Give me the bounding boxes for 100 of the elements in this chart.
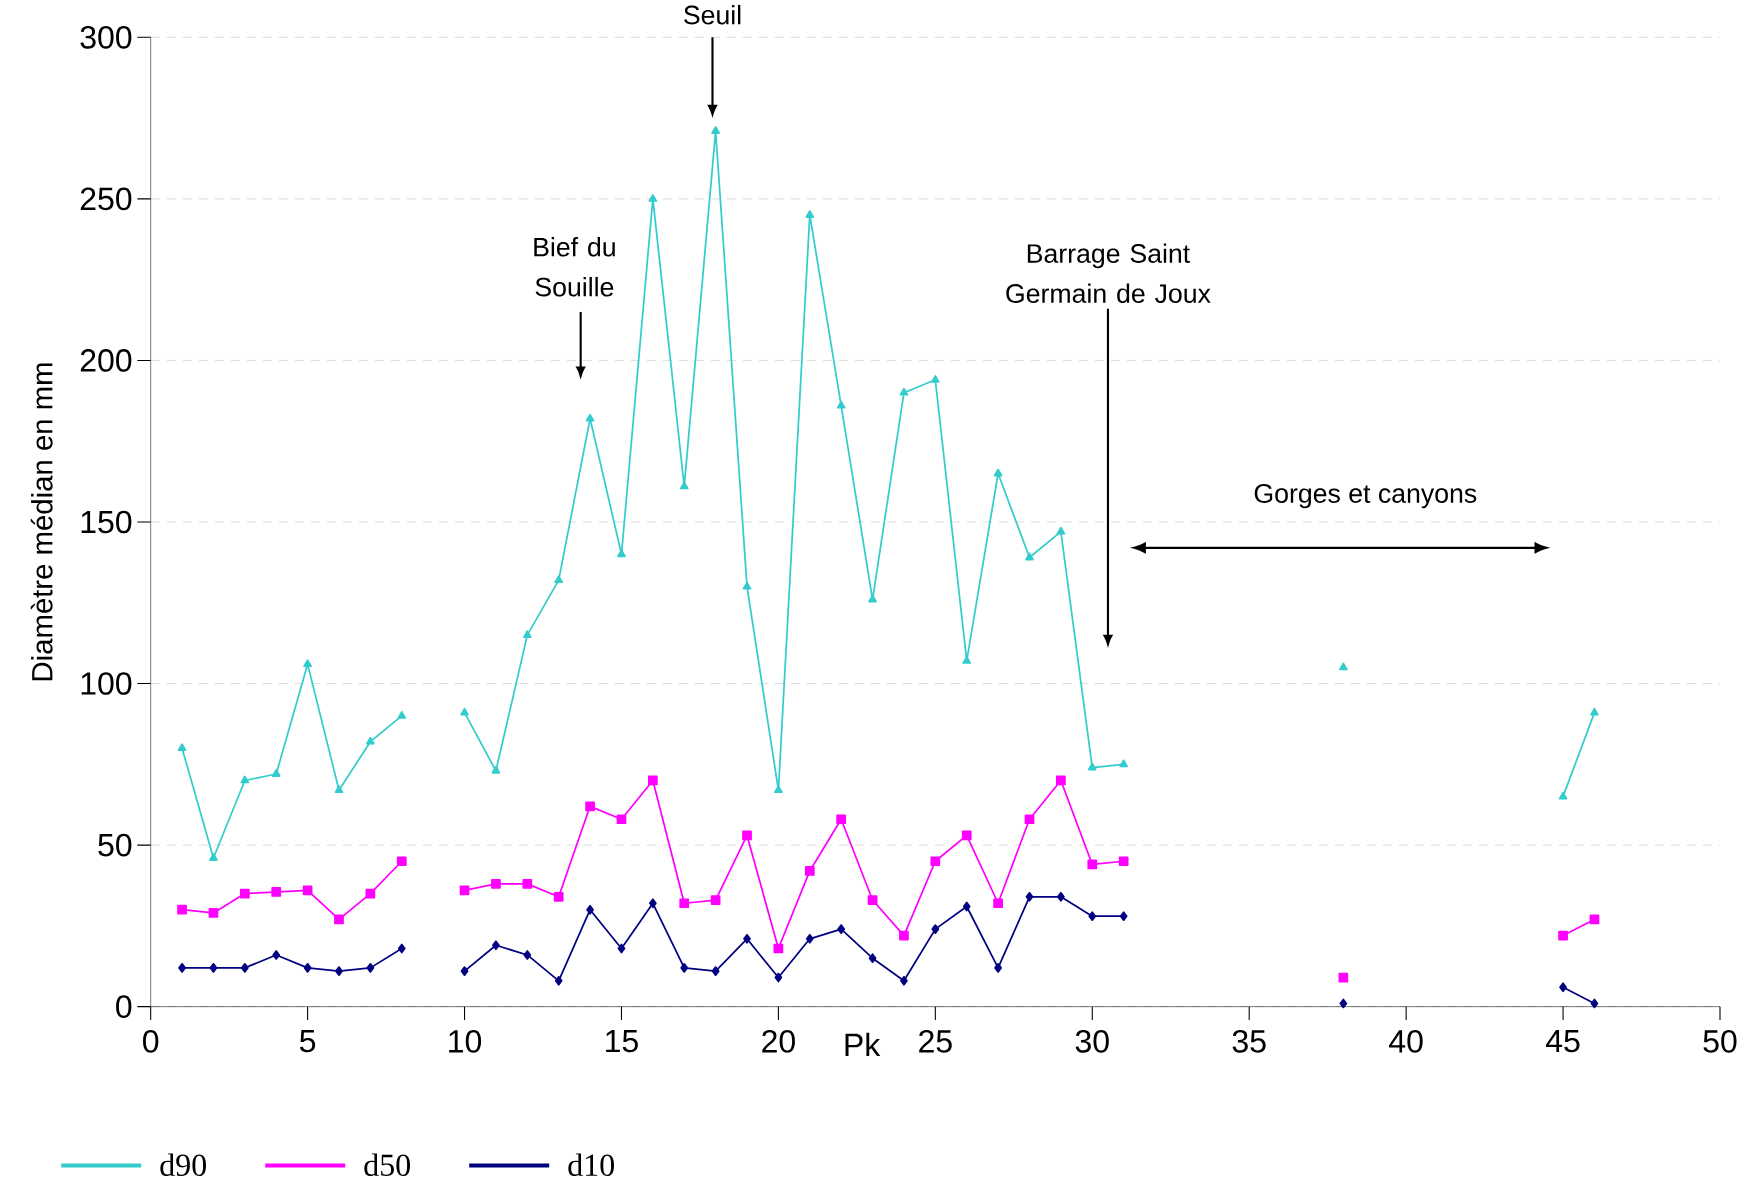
point	[1590, 998, 1599, 1009]
point	[585, 801, 595, 812]
point	[616, 814, 627, 825]
point	[177, 904, 187, 915]
point	[271, 887, 282, 897]
legend-label: d10	[568, 1153, 614, 1177]
point	[743, 933, 751, 944]
point	[836, 814, 847, 825]
point	[993, 898, 1003, 909]
x-tick-label: 45	[1546, 1030, 1580, 1053]
point	[774, 972, 783, 983]
point	[836, 400, 846, 409]
point	[962, 901, 971, 912]
point	[335, 966, 343, 976]
x-tick-label: 40	[1389, 1030, 1423, 1053]
x-tick-label: 20	[762, 1030, 795, 1053]
point	[302, 885, 313, 896]
point	[805, 210, 815, 218]
point	[899, 930, 909, 941]
point	[961, 830, 972, 841]
point	[1056, 775, 1066, 786]
point	[680, 963, 689, 973]
point	[1119, 759, 1128, 768]
point	[240, 963, 249, 973]
point	[334, 785, 344, 794]
point	[1590, 707, 1599, 716]
point	[710, 895, 721, 905]
point	[209, 963, 218, 973]
point	[397, 710, 407, 719]
x-axis-title: Pk	[845, 1032, 881, 1056]
point	[178, 963, 186, 973]
point	[177, 743, 187, 752]
point	[805, 933, 814, 944]
point	[679, 898, 690, 909]
legend-label: d50	[364, 1153, 410, 1177]
point	[837, 924, 846, 934]
point	[585, 413, 595, 422]
point	[1558, 930, 1568, 941]
point	[1119, 911, 1128, 922]
point	[239, 888, 250, 899]
point	[209, 853, 218, 861]
point	[679, 481, 689, 490]
y-tick-label: 250	[80, 187, 132, 211]
point	[554, 575, 564, 584]
x-tick-label: 5	[299, 1030, 316, 1053]
y-tick-label: 100	[81, 672, 132, 695]
point	[962, 656, 972, 664]
point	[648, 194, 658, 202]
text: Seuil	[684, 4, 741, 25]
point	[900, 975, 908, 986]
annotation: Barrage Saint Germain de Joux	[1006, 243, 1211, 303]
point	[647, 775, 658, 786]
point	[460, 966, 469, 976]
point	[240, 775, 250, 784]
point	[868, 953, 877, 964]
y-tick-label: 50	[98, 833, 132, 857]
point	[931, 924, 940, 934]
legend-label: d90	[160, 1153, 206, 1177]
point	[648, 898, 657, 909]
point	[553, 891, 564, 902]
point	[994, 963, 1002, 973]
point	[1024, 814, 1035, 825]
x-tick-label: 30	[1075, 1030, 1109, 1053]
point	[742, 830, 752, 841]
point	[1087, 762, 1097, 771]
x-tick-label: 25	[919, 1030, 952, 1053]
point	[867, 895, 878, 905]
point	[272, 950, 281, 960]
point	[1338, 972, 1349, 983]
x-tick-label: 50	[1703, 1030, 1737, 1053]
x-tick-label: 35	[1232, 1030, 1266, 1053]
point	[1025, 552, 1034, 561]
point	[1056, 526, 1066, 535]
point	[1559, 982, 1567, 993]
point	[554, 975, 563, 986]
point	[711, 966, 720, 976]
point	[208, 908, 219, 918]
x-tick-label: 10	[449, 1030, 482, 1053]
point	[491, 879, 501, 889]
point	[397, 943, 406, 954]
y-axis-title: Diamètre médian en mm	[30, 363, 53, 681]
point	[586, 904, 594, 915]
point	[1057, 891, 1065, 902]
point	[804, 866, 815, 876]
point	[1558, 791, 1568, 800]
point	[366, 736, 375, 745]
y-tick-label: 200	[80, 349, 132, 372]
point	[459, 885, 470, 896]
point	[491, 765, 501, 774]
point	[1025, 891, 1034, 902]
annotation: Gorges et canyons	[1254, 484, 1477, 509]
x-tick-label: 0	[143, 1030, 159, 1053]
point	[617, 943, 626, 954]
point	[993, 468, 1003, 477]
point	[396, 856, 407, 867]
point	[899, 387, 909, 396]
y-tick-label: 300	[80, 26, 132, 49]
point	[522, 879, 533, 889]
point	[617, 549, 626, 558]
point	[271, 769, 281, 777]
